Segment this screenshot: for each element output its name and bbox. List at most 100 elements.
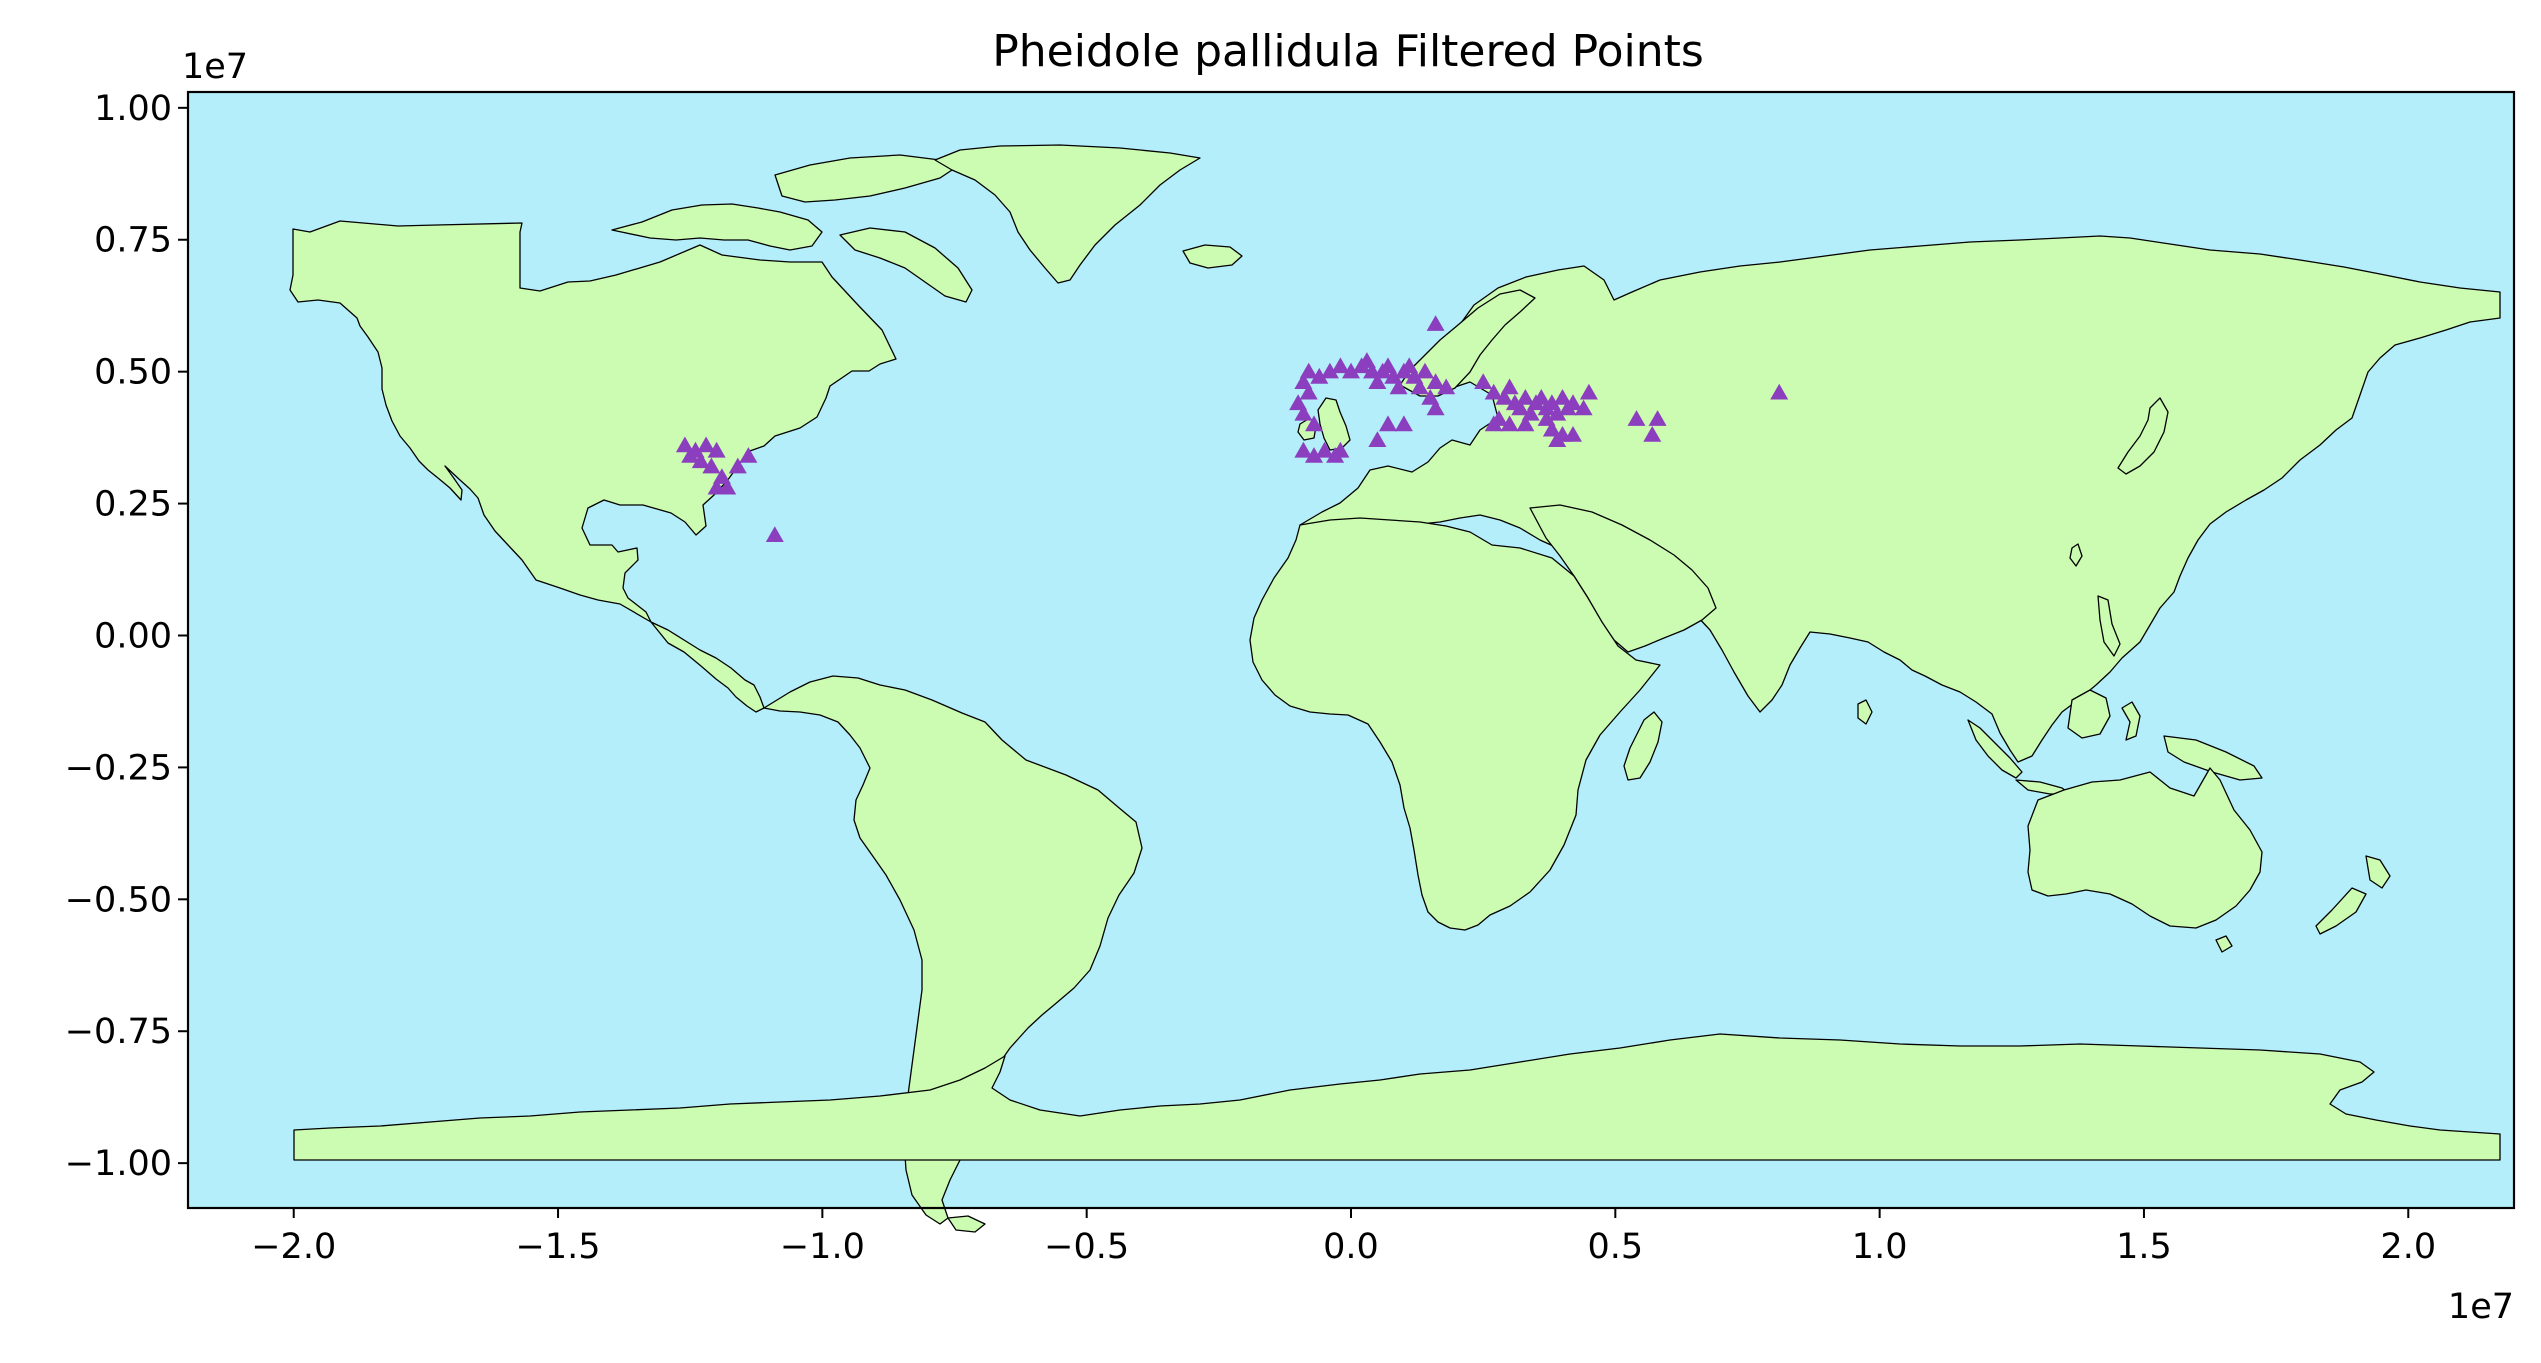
sri-lanka — [1857, 699, 1873, 725]
occurrence-marker — [1294, 404, 1313, 421]
occurrence-marker — [1474, 373, 1493, 389]
x-tick-label: −0.5 — [1044, 1227, 1129, 1267]
y-tick-label: 0.75 — [94, 221, 172, 261]
sulawesi — [2121, 701, 2141, 741]
greenland — [934, 144, 1201, 284]
occurrence-marker — [1542, 420, 1561, 437]
occurrence-marker — [1310, 367, 1329, 384]
occurrence-marker — [765, 526, 784, 542]
occurrence-marker — [1400, 357, 1419, 374]
occurrence-marker — [1484, 415, 1503, 432]
madagascar — [1623, 711, 1663, 781]
occurrence-marker — [1305, 447, 1323, 463]
occurrence-marker — [1532, 389, 1551, 405]
new-zealand-south — [2315, 887, 2367, 935]
plot-area: −2.0 −1.5 −1.0 −0.5 0.0 0.5 1.0 1.5 2.0 1.00 0.75… — [65, 47, 2516, 1327]
occurrence-marker — [1548, 431, 1567, 447]
y-tick-label: 0.00 — [94, 616, 172, 656]
x-tick-label: 1.0 — [1852, 1227, 1908, 1267]
occurrence-markers — [675, 315, 1789, 542]
y-tick-label: −0.75 — [65, 1012, 172, 1052]
occurrence-marker — [1294, 441, 1313, 458]
occurrence-marker — [1410, 378, 1429, 395]
x-tick-label: −2.0 — [251, 1227, 336, 1267]
occurrence-marker — [1426, 315, 1445, 331]
occurrence-marker — [691, 452, 710, 469]
occurrence-marker — [1648, 410, 1667, 426]
x-tick-label: −1.0 — [780, 1227, 865, 1267]
occurrence-marker — [697, 436, 716, 453]
occurrence-marker — [1421, 389, 1440, 405]
occurrence-marker — [1500, 415, 1519, 432]
occurrence-marker — [718, 478, 737, 495]
occurrence-marker — [1394, 415, 1413, 432]
occurrence-marker — [1770, 383, 1789, 400]
australia — [2027, 767, 2263, 929]
occurrence-marker — [1331, 441, 1350, 458]
occurrence-marker — [1564, 426, 1582, 442]
occurrence-marker — [1426, 373, 1445, 389]
new-zealand-north — [2365, 855, 2391, 889]
occurrence-marker — [707, 441, 726, 458]
iceland — [1182, 244, 1243, 269]
occurrence-marker — [1416, 362, 1434, 379]
occurrence-marker — [1574, 399, 1593, 416]
philippines — [2097, 595, 2121, 657]
occurrence-marker — [1320, 362, 1339, 379]
tasmania — [2215, 935, 2233, 953]
occurrence-marker — [1389, 378, 1408, 395]
occurrence-marker — [1548, 404, 1567, 421]
occurrence-marker — [1516, 415, 1535, 432]
occurrence-marker — [675, 436, 694, 453]
north-america — [289, 220, 897, 623]
occurrence-marker — [1521, 404, 1540, 421]
canadian-arctic-islands — [611, 203, 823, 251]
occurrence-marker — [1368, 373, 1387, 389]
tierra-del-fuego — [947, 1215, 986, 1233]
y-tick-label: 0.25 — [94, 485, 172, 525]
africa — [1249, 517, 1661, 931]
baffin-island — [839, 227, 973, 303]
occurrence-marker — [1331, 357, 1350, 374]
x-tick-label: −1.5 — [516, 1227, 601, 1267]
occurrence-marker — [728, 457, 747, 474]
occurrence-marker — [1299, 383, 1318, 400]
occurrence-marker — [1542, 394, 1561, 411]
occurrence-marker — [1564, 394, 1582, 411]
x-tick-label: 0.0 — [1323, 1227, 1379, 1267]
x-tick-label: 0.5 — [1587, 1227, 1643, 1267]
new-guinea — [2163, 735, 2263, 781]
ellesmere-island — [774, 154, 956, 203]
occurrence-marker — [1405, 367, 1424, 384]
y-tick-label: −0.25 — [65, 748, 172, 788]
occurrence-marker — [1299, 362, 1318, 379]
antarctica — [293, 1033, 2501, 1161]
chart-title: Pheidole pallidula Filtered Points — [992, 26, 1704, 77]
occurrence-marker — [1643, 426, 1662, 442]
occurrence-marker — [1289, 394, 1308, 411]
occurrence-marker — [1579, 383, 1598, 400]
occurrence-marker — [1379, 415, 1397, 432]
x-tick-label: 1.5 — [2116, 1227, 2172, 1267]
occurrence-marker — [1426, 399, 1445, 416]
occurrence-marker — [681, 447, 700, 463]
japan — [2117, 397, 2169, 475]
occurrence-marker — [1384, 367, 1403, 384]
occurrence-marker — [1495, 389, 1514, 405]
y-tick-label: 1.00 — [94, 89, 172, 129]
occurrence-marker — [1500, 378, 1519, 395]
occurrence-marker — [702, 457, 721, 474]
sumatra — [1967, 719, 2023, 779]
great-britain — [1317, 397, 1351, 451]
borneo — [2067, 689, 2111, 739]
occurrence-marker — [1627, 410, 1646, 426]
occurrence-marker — [1294, 373, 1313, 389]
occurrence-marker — [1342, 362, 1360, 379]
occurrence-marker — [1315, 441, 1334, 458]
occurrence-marker — [1379, 357, 1397, 374]
occurrence-marker — [1516, 389, 1535, 405]
occurrence-marker — [1511, 399, 1530, 416]
occurrence-marker — [1537, 410, 1556, 426]
x-axis-offset-label: 1e7 — [2448, 1287, 2514, 1327]
